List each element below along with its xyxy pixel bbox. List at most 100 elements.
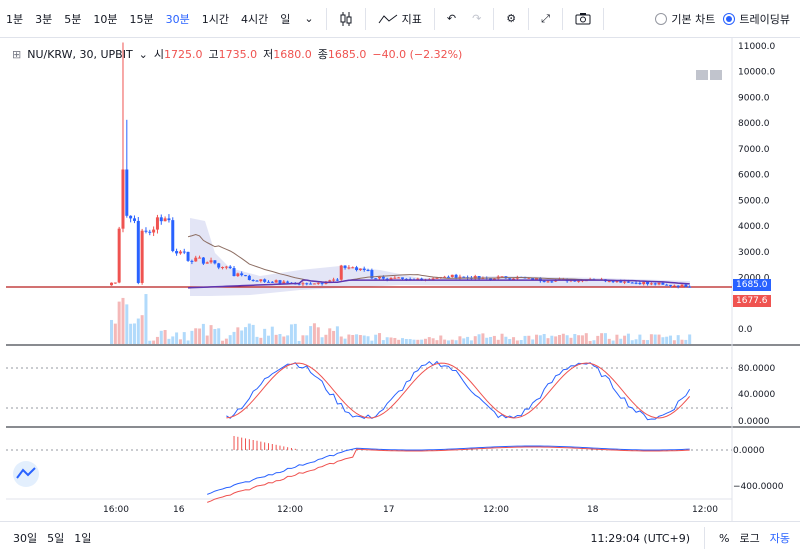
candle-body: [155, 217, 159, 230]
volume-bar: [688, 334, 692, 344]
range-1d[interactable]: 1일: [74, 532, 92, 545]
volume-bar: [577, 335, 581, 344]
candle-body: [278, 280, 282, 284]
interval-10m[interactable]: 10분: [93, 12, 118, 26]
candle-body: [393, 277, 397, 279]
volume-bar: [186, 340, 190, 344]
volume-bar: [676, 335, 680, 344]
close-value: 1685.0: [327, 48, 367, 61]
volume-bar: [155, 336, 159, 344]
expand-legend-icon[interactable]: ⊞: [12, 47, 22, 61]
interval-15m[interactable]: 15분: [129, 12, 154, 26]
scale-up-icon[interactable]: [710, 70, 722, 80]
basic-chart-radio[interactable]: 기본 차트: [655, 11, 715, 27]
candle-body: [381, 276, 385, 279]
volume-bar: [305, 335, 309, 344]
candle-body: [672, 285, 676, 287]
camera-icon[interactable]: [567, 0, 599, 38]
percent-toggle[interactable]: %: [719, 531, 730, 545]
scale-down-icon[interactable]: [696, 70, 708, 80]
candle-body: [343, 265, 347, 268]
volume-bar: [224, 338, 228, 344]
volume-bar: [301, 335, 305, 344]
volume-bar: [136, 318, 140, 344]
volume-bar: [446, 340, 450, 344]
indicators-button[interactable]: 지표: [370, 0, 430, 38]
redo-icon[interactable]: ↷: [472, 12, 482, 25]
candle-body: [435, 277, 439, 279]
volume-bar: [680, 339, 684, 344]
clock: 11:29:04 (UTC+9): [590, 531, 691, 545]
price-axis-label: 11000.0: [738, 42, 775, 52]
price-axis-label: 0.0: [738, 325, 753, 335]
symbol-name[interactable]: NU/KRW, 30, UPBIT: [27, 47, 133, 61]
candle-body: [178, 251, 182, 254]
indicators-icon: [378, 14, 397, 23]
candle-body: [144, 230, 148, 232]
volume-bar: [439, 335, 443, 344]
candle-body: [688, 286, 692, 288]
undo-icon[interactable]: ↶: [446, 12, 457, 25]
interval-30m[interactable]: 30분: [165, 12, 190, 26]
volume-bar: [492, 335, 496, 344]
volume-bar: [401, 338, 404, 344]
volume-bar: [221, 340, 225, 344]
price-chart[interactable]: 11000.0 10000.0 9000.0 8000.0 7000.0 6000.0 50…: [0, 38, 800, 521]
volume-bar: [649, 334, 653, 344]
volume-bar: [642, 339, 646, 344]
interval-5m[interactable]: 5분: [64, 12, 82, 26]
volume-bar: [194, 328, 198, 344]
interval-day[interactable]: 일: [280, 12, 291, 26]
price-axis-label: 6000.0: [738, 171, 770, 181]
auto-toggle[interactable]: 자동: [769, 532, 790, 545]
settings-gear-icon[interactable]: ⚙: [506, 12, 517, 25]
macd-axis-label: 0.0000: [733, 446, 765, 456]
volume-bar: [324, 334, 328, 344]
candle-body: [270, 281, 274, 283]
range-30d[interactable]: 30일: [13, 532, 38, 545]
volume-bar: [546, 338, 550, 344]
volume-bar: [623, 335, 627, 344]
candle-body: [374, 278, 378, 280]
interval-1h[interactable]: 1시간: [201, 12, 229, 26]
symbol-legend: ⊞ NU/KRW, 30, UPBIT ⌄ 시1725.0 고1735.0 저1…: [12, 46, 462, 62]
volume-bar: [397, 339, 401, 344]
volume-bar: [190, 330, 194, 344]
candle-body: [221, 267, 225, 269]
volume-bar: [423, 338, 427, 344]
volume-bar: [132, 323, 136, 344]
interval-1m[interactable]: 1분: [6, 12, 24, 26]
interval-3m[interactable]: 3분: [35, 12, 53, 26]
volume-bar: [607, 338, 611, 344]
candle-body: [489, 278, 493, 280]
fullscreen-icon[interactable]: ⤢: [541, 11, 550, 25]
open-value: 1725.0: [164, 48, 203, 61]
candle-type-icon[interactable]: [331, 0, 361, 38]
time-axis-label: 12:00: [277, 505, 303, 515]
candle-body: [416, 278, 420, 280]
volume-bar: [205, 335, 209, 344]
volume-bar: [489, 336, 493, 344]
log-toggle[interactable]: 로그: [739, 532, 760, 545]
candle-body: [531, 277, 535, 280]
candle-body: [121, 169, 125, 229]
volume-bar: [182, 332, 186, 344]
interval-dropdown-icon[interactable]: ⌄: [304, 12, 314, 25]
candle-body: [638, 282, 642, 285]
volume-bar: [178, 339, 182, 344]
range-5d[interactable]: 5일: [47, 532, 65, 545]
candle-body: [492, 278, 496, 280]
volume-bar: [550, 335, 554, 344]
candle-body: [251, 279, 255, 281]
candle-body: [301, 283, 305, 285]
candle-body: [259, 279, 263, 282]
volume-bar: [385, 337, 389, 344]
macd-axis-label: −400.0000: [733, 482, 784, 492]
candle-body: [351, 267, 355, 269]
tradingview-radio[interactable]: 트레이딩뷰: [723, 11, 790, 27]
interval-4h[interactable]: 4시간: [241, 12, 269, 26]
symbol-dropdown-icon[interactable]: ⌄: [138, 47, 148, 61]
candle-body: [224, 266, 228, 268]
candle-body: [358, 268, 362, 271]
volume-bar: [512, 337, 516, 344]
